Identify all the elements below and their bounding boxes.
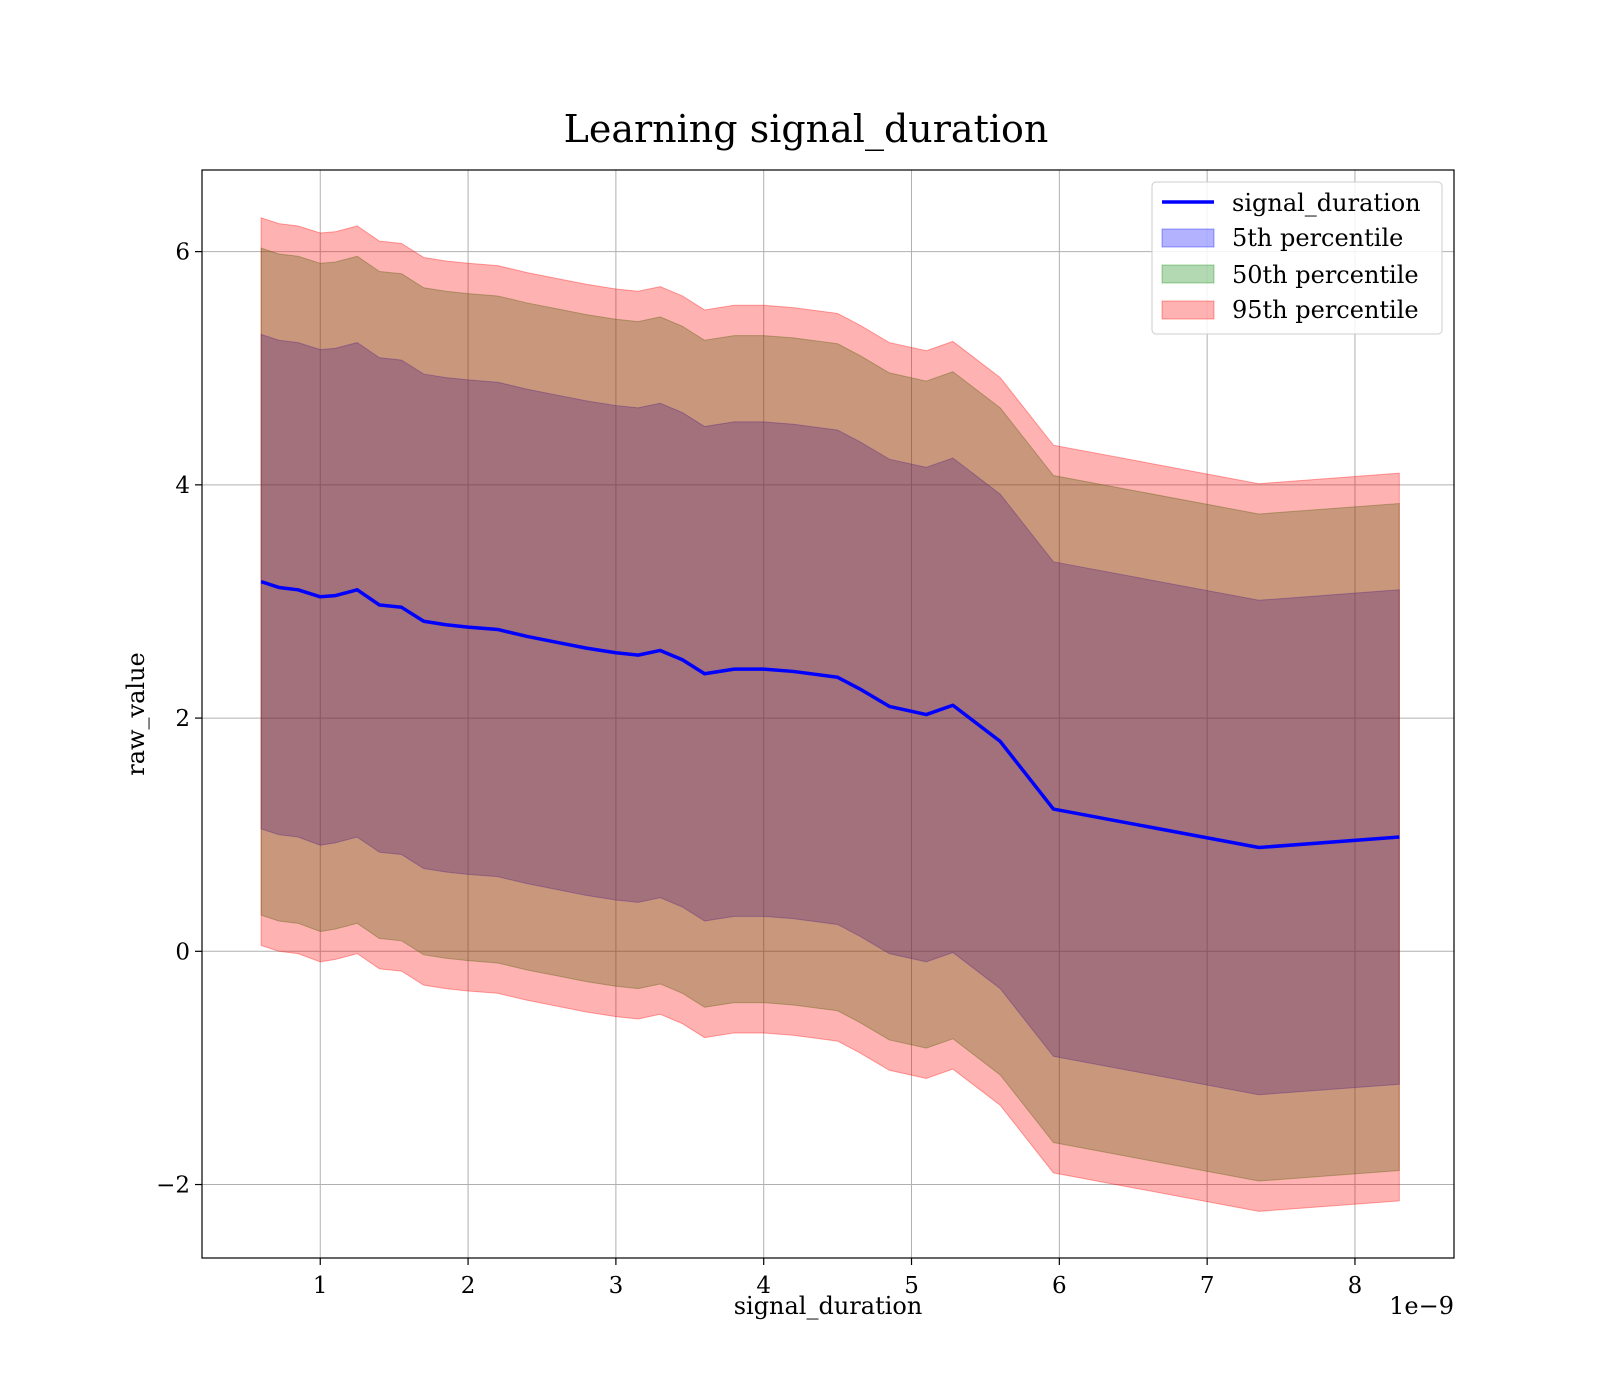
plot-area bbox=[202, 170, 1454, 1258]
legend-swatch-p5 bbox=[1161, 228, 1215, 248]
line-layer bbox=[260, 579, 1400, 850]
y-axis-label: raw_value bbox=[122, 652, 150, 776]
chart-title: Learning signal_duration bbox=[564, 107, 1049, 152]
grid-layer bbox=[202, 170, 1454, 1258]
band-p5 bbox=[260, 333, 1400, 1096]
x-tick-label: 5 bbox=[904, 1273, 919, 1299]
y-tick-label: 6 bbox=[175, 240, 190, 266]
y-tick-label: 2 bbox=[175, 706, 190, 732]
x-tick-label: 1 bbox=[313, 1273, 328, 1299]
x-offset-text: 1e−9 bbox=[1389, 1292, 1454, 1320]
legend-box bbox=[1151, 181, 1443, 335]
legend-label-p50: 50th percentile bbox=[1232, 261, 1419, 289]
series-line bbox=[260, 579, 1400, 850]
tick-layer: 1 2 3 4 5 6 7 8 −2 0 2 4 6 bbox=[156, 240, 1362, 1299]
band-layer bbox=[260, 217, 1400, 1212]
y-tick-label: 0 bbox=[175, 939, 190, 965]
legend-label-line: signal_duration bbox=[1232, 189, 1421, 217]
y-tick-label: 4 bbox=[175, 473, 190, 499]
x-tick-label: 6 bbox=[1052, 1273, 1067, 1299]
x-tick-label: 4 bbox=[756, 1273, 771, 1299]
x-tick-label: 8 bbox=[1348, 1273, 1363, 1299]
legend: signal_duration 5th percentile 50th perc… bbox=[1151, 181, 1443, 335]
band-p50 bbox=[260, 247, 1400, 1182]
legend-swatch-p50 bbox=[1161, 264, 1215, 284]
y-tick-label: −2 bbox=[156, 1173, 190, 1199]
legend-label-p5: 5th percentile bbox=[1232, 224, 1403, 252]
x-tick-label: 2 bbox=[461, 1273, 476, 1299]
legend-label-p95: 95th percentile bbox=[1232, 296, 1419, 324]
plot-frame bbox=[201, 169, 1455, 1259]
x-tick-label: 3 bbox=[609, 1273, 624, 1299]
band-p95 bbox=[260, 217, 1400, 1212]
x-axis-label: signal_duration bbox=[734, 1292, 923, 1320]
x-tick-label: 7 bbox=[1200, 1273, 1215, 1299]
legend-swatch-p95 bbox=[1161, 300, 1215, 320]
